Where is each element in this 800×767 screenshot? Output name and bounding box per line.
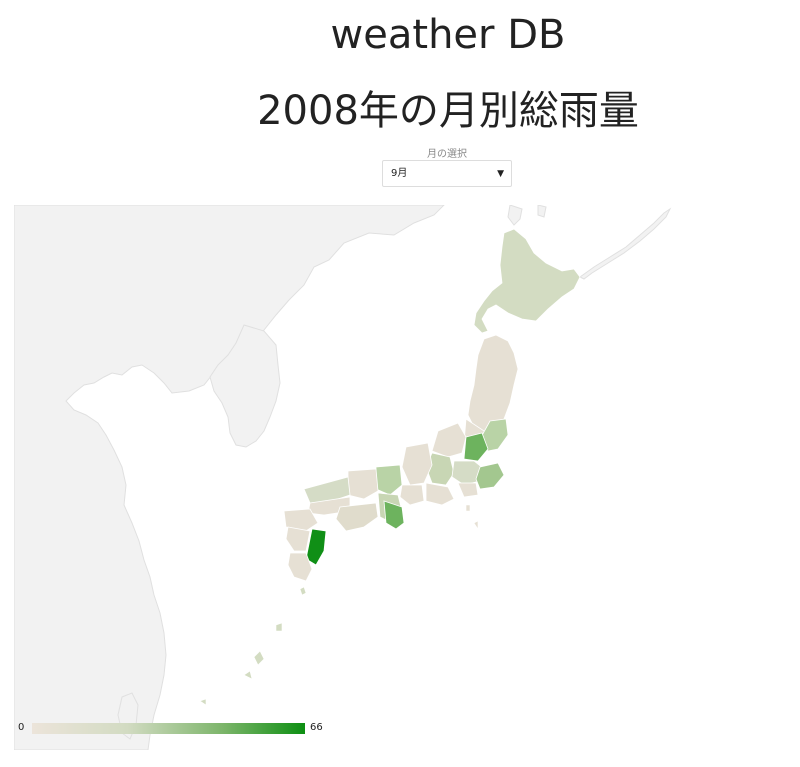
- prefecture-kanagawa[interactable]: [457, 482, 479, 498]
- mainland-asia: [14, 205, 445, 750]
- islands-izu: [465, 504, 479, 530]
- prefecture-aichi[interactable]: [399, 484, 425, 506]
- islands-nansei: [199, 586, 307, 706]
- prefecture-niigata[interactable]: [431, 422, 467, 458]
- prefecture-shizuoka[interactable]: [425, 482, 455, 506]
- prefecture-kumamoto[interactable]: [285, 526, 311, 552]
- prefecture-chiba[interactable]: [475, 462, 505, 490]
- prefecture-gifu-toyama[interactable]: [401, 442, 433, 486]
- page-title: 2008年の月別総雨量: [257, 88, 639, 134]
- region-shikoku[interactable]: [335, 502, 379, 532]
- legend-min-label: 0: [18, 722, 25, 733]
- legend-max-label: 66: [310, 722, 323, 733]
- month-select-label: 月の選択: [427, 149, 467, 160]
- app-title: weather DB: [330, 12, 566, 58]
- prefecture-miyazaki[interactable]: [305, 528, 327, 566]
- color-legend: 0 66: [14, 720, 324, 738]
- prefecture-wakayama[interactable]: [383, 500, 405, 530]
- rainfall-map[interactable]: [14, 205, 694, 750]
- sakhalin-south: [537, 205, 547, 218]
- sakhalin: [507, 205, 523, 226]
- prefecture-tochigi[interactable]: [463, 432, 489, 462]
- kuril-islands: [579, 207, 672, 280]
- month-select[interactable]: 9月 ▼: [382, 160, 512, 187]
- korean-peninsula: [209, 324, 281, 448]
- prefecture-kagoshima[interactable]: [287, 552, 313, 582]
- prefecture-fukuoka-saga[interactable]: [283, 508, 319, 532]
- chevron-down-icon: ▼: [497, 169, 504, 179]
- region-hokkaido[interactable]: [473, 228, 581, 334]
- month-select-value: 9月: [391, 168, 408, 179]
- legend-gradient-bar: [32, 723, 305, 734]
